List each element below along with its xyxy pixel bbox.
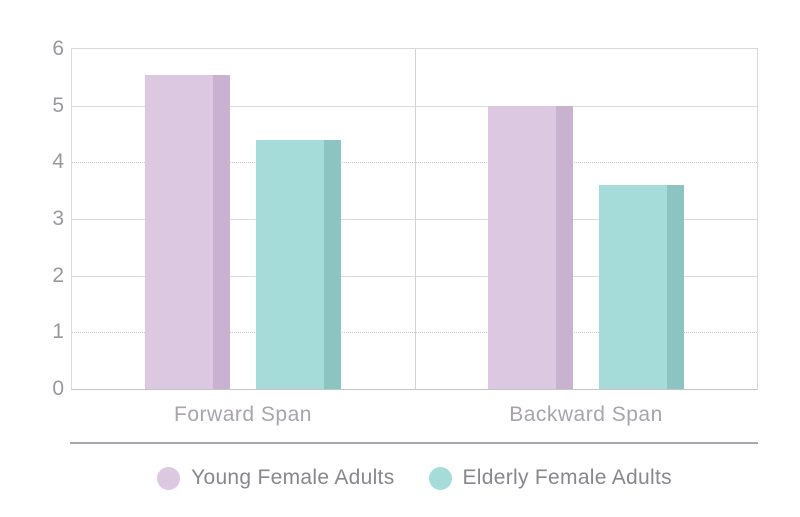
legend-item-elderly-female-adults: Elderly Female Adults [428,466,672,490]
bar-backward-span-elderly-female-adults [598,185,684,389]
y-tick-label-3: 3 [52,207,64,230]
y-tick-label-6: 6 [52,37,64,60]
category-label-forward-span: Forward Span [174,403,312,426]
legend-label-elderly-female-adults: Elderly Female Adults [462,466,672,489]
bar-forward-span-young-female-adults [145,74,231,389]
y-tick-label-2: 2 [52,263,64,287]
legend-item-young-female-adults: Young Female Adults [157,466,394,490]
legend-divider-line [70,442,758,444]
y-tick-label-1: 1 [52,320,64,344]
legend-swatch-young-icon [157,466,181,490]
bar-forward-span-elderly-female-adults [256,139,342,389]
category-label-backward-span: Backward Span [509,403,663,426]
bar-backward-span-young-female-adults [487,105,573,389]
y-tick-label-0: 0 [52,377,64,400]
legend-swatch-elderly-icon [428,466,452,490]
legend-label-young-female-adults: Young Female Adults [191,466,395,489]
legend: Young Female Adults Elderly Female Adult… [71,464,758,492]
y-tick-label-5: 5 [52,93,64,117]
panel-divider-line [414,49,416,389]
plot-area [71,48,758,390]
y-tick-label-4: 4 [52,150,64,174]
